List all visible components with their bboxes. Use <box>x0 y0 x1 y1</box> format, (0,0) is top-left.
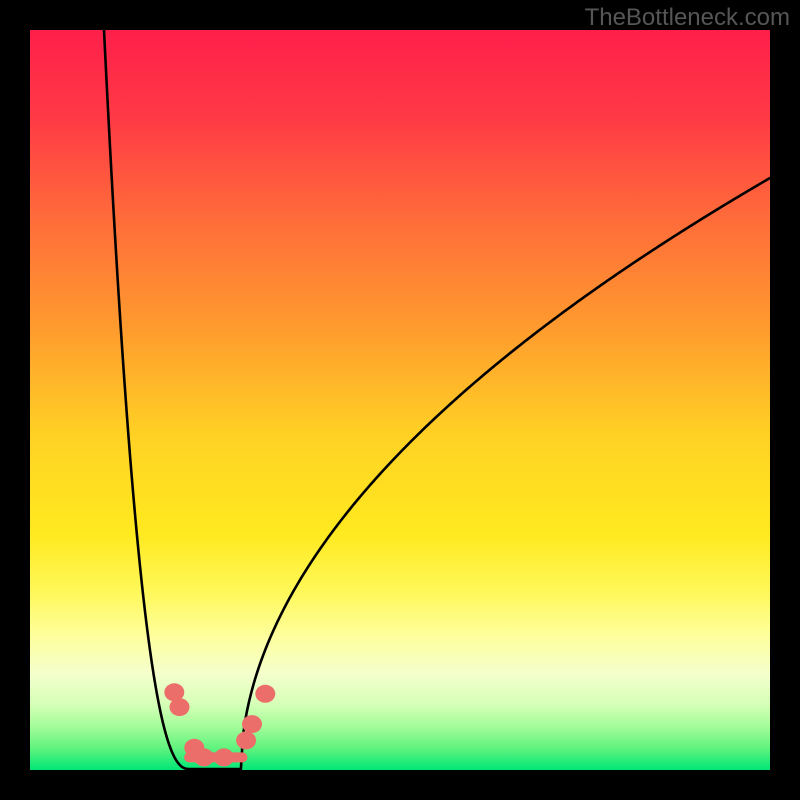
data-marker <box>214 748 234 766</box>
data-marker <box>255 685 275 703</box>
data-marker <box>170 698 190 716</box>
watermark-text: TheBottleneck.com <box>585 4 790 32</box>
data-marker <box>242 715 262 733</box>
chart-plot-area <box>30 30 770 770</box>
chart-svg <box>30 30 770 770</box>
gradient-background <box>30 30 770 770</box>
data-marker <box>236 731 256 749</box>
data-marker <box>194 748 214 766</box>
